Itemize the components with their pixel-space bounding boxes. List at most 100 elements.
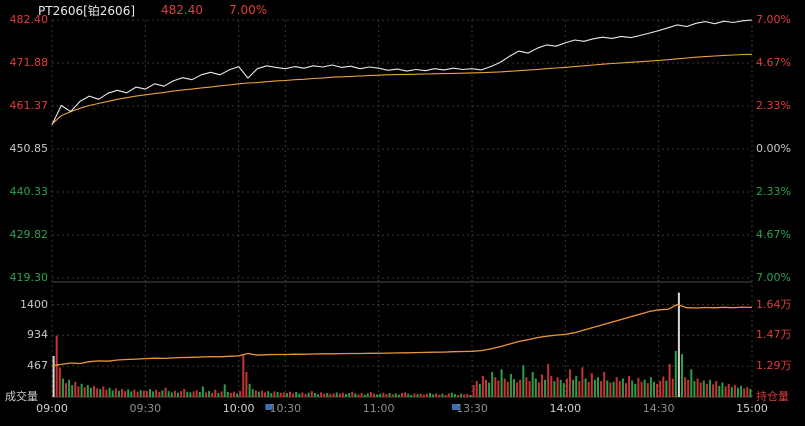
volume-bar <box>236 393 239 397</box>
volume-bar <box>183 389 186 397</box>
volume-bar <box>562 383 565 397</box>
volume-bar <box>628 375 631 397</box>
volume-bar <box>593 379 596 397</box>
volume-bar <box>254 390 257 397</box>
volume-bar <box>447 393 450 397</box>
volume-bar <box>646 383 649 397</box>
volume-bar <box>108 387 111 398</box>
volume-bar <box>547 364 550 397</box>
volume-bar <box>124 391 127 397</box>
volume-bar <box>581 367 584 397</box>
volume-bar <box>192 391 195 397</box>
volume-bar <box>89 387 92 398</box>
volume-bar <box>155 389 158 397</box>
volume-bar <box>145 391 148 397</box>
volume-bar <box>313 393 316 397</box>
volume-bar <box>366 393 369 397</box>
volume-bar <box>273 391 276 397</box>
volume-bar <box>460 393 463 397</box>
volume-bar <box>478 383 481 397</box>
avg-price-line <box>51 53 753 125</box>
volume-bar <box>506 381 509 397</box>
volume-bar <box>528 381 531 397</box>
volume-bar <box>245 371 248 397</box>
volume-bar <box>239 391 242 397</box>
volume-bar <box>152 391 155 397</box>
volume-bar <box>158 392 161 397</box>
volume-bar <box>201 386 204 397</box>
instrument-title[interactable]: PT2606[铂2606] <box>38 3 136 18</box>
session-break-icon <box>452 404 459 410</box>
volume-bar <box>229 393 232 397</box>
volume-bar <box>164 387 167 398</box>
volume-bar <box>205 392 207 397</box>
volume-bar <box>699 382 702 397</box>
volume-bar <box>267 391 270 397</box>
volume-bar <box>270 393 273 397</box>
volume-bar <box>345 394 347 397</box>
volume-bar <box>522 365 525 397</box>
volume-bar <box>441 393 444 397</box>
volume-bar <box>419 393 422 397</box>
open-interest-polyline <box>51 303 753 367</box>
volume-bar <box>391 394 394 397</box>
volume-bar <box>329 394 332 397</box>
volume-bar <box>276 392 279 397</box>
volume-bar <box>130 391 133 397</box>
open-interest-panel-label: 持仓量 <box>756 390 789 403</box>
volume-bar <box>438 394 441 397</box>
volume-bar <box>127 389 130 397</box>
volume-bar <box>341 392 344 397</box>
volume-bar <box>71 385 74 397</box>
volume-bar <box>544 379 547 397</box>
volume-bar <box>612 381 615 397</box>
volume-bar <box>407 393 410 397</box>
volume-bar <box>180 391 183 397</box>
volume-bar <box>388 393 391 397</box>
volume-bar <box>662 376 665 397</box>
volume-bar <box>55 335 58 397</box>
volume-bar <box>217 393 220 397</box>
volume-bar <box>674 350 677 398</box>
volume-bar <box>220 391 223 397</box>
volume-bar <box>746 387 749 397</box>
volume-bar <box>715 381 718 397</box>
volume-bar <box>264 392 267 397</box>
volume-bar <box>332 393 335 397</box>
volume-bar <box>186 391 189 397</box>
volume-bar <box>369 392 372 397</box>
volume-bar <box>450 392 453 397</box>
volume-bar <box>86 385 89 397</box>
volume-bar <box>740 385 743 397</box>
volume-bar <box>737 387 739 398</box>
volume-bar <box>578 381 581 397</box>
volume-bar <box>463 394 466 397</box>
volume-bar <box>643 379 646 397</box>
volume-bar <box>170 392 173 397</box>
volume-bar <box>68 379 71 397</box>
volume-bar <box>248 383 251 397</box>
volume-bar <box>301 392 304 397</box>
volume-bar <box>569 369 571 398</box>
volume-bar <box>597 377 599 397</box>
volume-bar <box>550 375 553 397</box>
volume-bar <box>681 354 683 397</box>
volume-bar <box>133 389 136 397</box>
volume-bar <box>77 386 80 397</box>
volume-bar <box>475 381 478 397</box>
volume-bar <box>472 385 475 397</box>
volume-bar <box>304 394 307 397</box>
volume-bar <box>102 386 105 397</box>
open-interest-line <box>51 303 753 367</box>
volume-bar <box>556 377 559 397</box>
volume-bar <box>709 379 711 397</box>
volume-bar <box>497 380 500 397</box>
volume-bar <box>637 377 640 397</box>
volume-bar <box>541 374 543 397</box>
volume-bar <box>531 371 534 397</box>
volume-bar <box>712 384 715 397</box>
volume-bar <box>189 392 192 397</box>
volume-bar <box>621 378 624 397</box>
volume-bar <box>488 382 491 397</box>
